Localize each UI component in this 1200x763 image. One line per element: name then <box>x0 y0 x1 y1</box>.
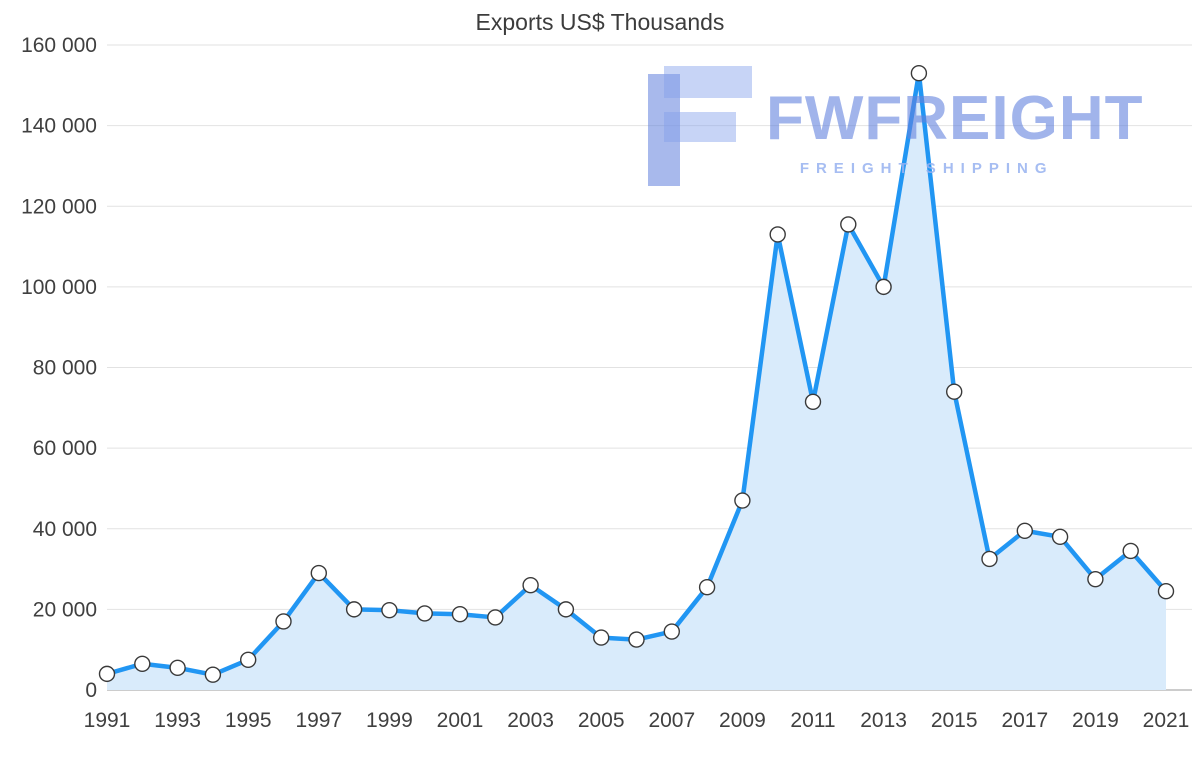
x-axis-label: 1993 <box>154 709 201 732</box>
x-axis-label: 2017 <box>1001 709 1048 732</box>
y-axis-label: 40 000 <box>33 518 97 541</box>
data-point <box>451 606 469 623</box>
x-axis-label: 2011 <box>790 709 835 732</box>
data-point <box>1016 522 1034 539</box>
x-axis-label: 2019 <box>1072 709 1119 732</box>
data-point <box>981 550 998 568</box>
data-point <box>734 492 751 509</box>
x-axis-label: 2001 <box>437 709 484 732</box>
data-point <box>487 609 504 626</box>
y-axis-label: 60 000 <box>33 437 97 460</box>
area-fill <box>107 73 1166 690</box>
data-point <box>1157 583 1175 600</box>
data-point <box>875 278 892 296</box>
y-axis-label: 140 000 <box>21 115 97 138</box>
y-axis-label: 160 000 <box>21 34 97 57</box>
data-point <box>628 631 645 648</box>
x-axis-label: 1995 <box>225 709 272 732</box>
y-axis-labels: 0 20 000 40 000 60 000 80 000 100 000 120 000 1… <box>21 34 97 702</box>
data-point <box>698 579 716 596</box>
data-point <box>204 666 222 683</box>
data-point <box>593 629 610 646</box>
data-point <box>381 601 398 619</box>
x-axis-label: 2015 <box>931 709 978 732</box>
x-axis-label: 2003 <box>507 709 554 732</box>
data-point <box>910 65 928 82</box>
data-point <box>1051 528 1069 546</box>
data-point <box>1087 570 1104 588</box>
data-point <box>239 651 257 668</box>
area-path <box>107 73 1166 690</box>
y-axis-label: 100 000 <box>21 276 97 299</box>
chart-title: Exports US$ Thousands <box>475 9 725 35</box>
x-axis-label: 2009 <box>719 709 766 732</box>
x-axis-label: 1999 <box>366 709 413 732</box>
data-point <box>134 655 151 672</box>
data-point <box>98 665 116 683</box>
y-axis-label: 0 <box>85 679 97 702</box>
data-point <box>769 226 786 243</box>
data-point <box>310 564 327 582</box>
x-axis-label: 2007 <box>648 709 695 732</box>
x-axis-label: 2005 <box>578 709 625 732</box>
data-point-markers <box>98 65 1175 683</box>
data-point <box>169 659 186 677</box>
data-point <box>557 601 575 618</box>
data-point <box>1122 542 1139 560</box>
data-point <box>345 601 363 618</box>
data-point <box>840 216 857 233</box>
x-axis-labels: 1991 1993 1995 1997 1999 2001 2003 2005 2007 2009… <box>84 709 1190 732</box>
data-point <box>416 605 433 622</box>
x-axis-label: 2013 <box>860 709 907 732</box>
x-axis-label: 1997 <box>295 709 342 732</box>
data-point <box>946 383 963 400</box>
y-axis-label: 120 000 <box>21 195 97 218</box>
x-axis-label: 2021 <box>1143 709 1190 732</box>
y-axis-label: 80 000 <box>33 357 97 380</box>
data-point <box>522 576 539 594</box>
data-point <box>804 393 822 410</box>
data-point <box>275 613 292 630</box>
y-axis-label: 20 000 <box>33 598 97 621</box>
data-point <box>663 623 680 640</box>
x-axis-label: 1991 <box>84 709 131 732</box>
